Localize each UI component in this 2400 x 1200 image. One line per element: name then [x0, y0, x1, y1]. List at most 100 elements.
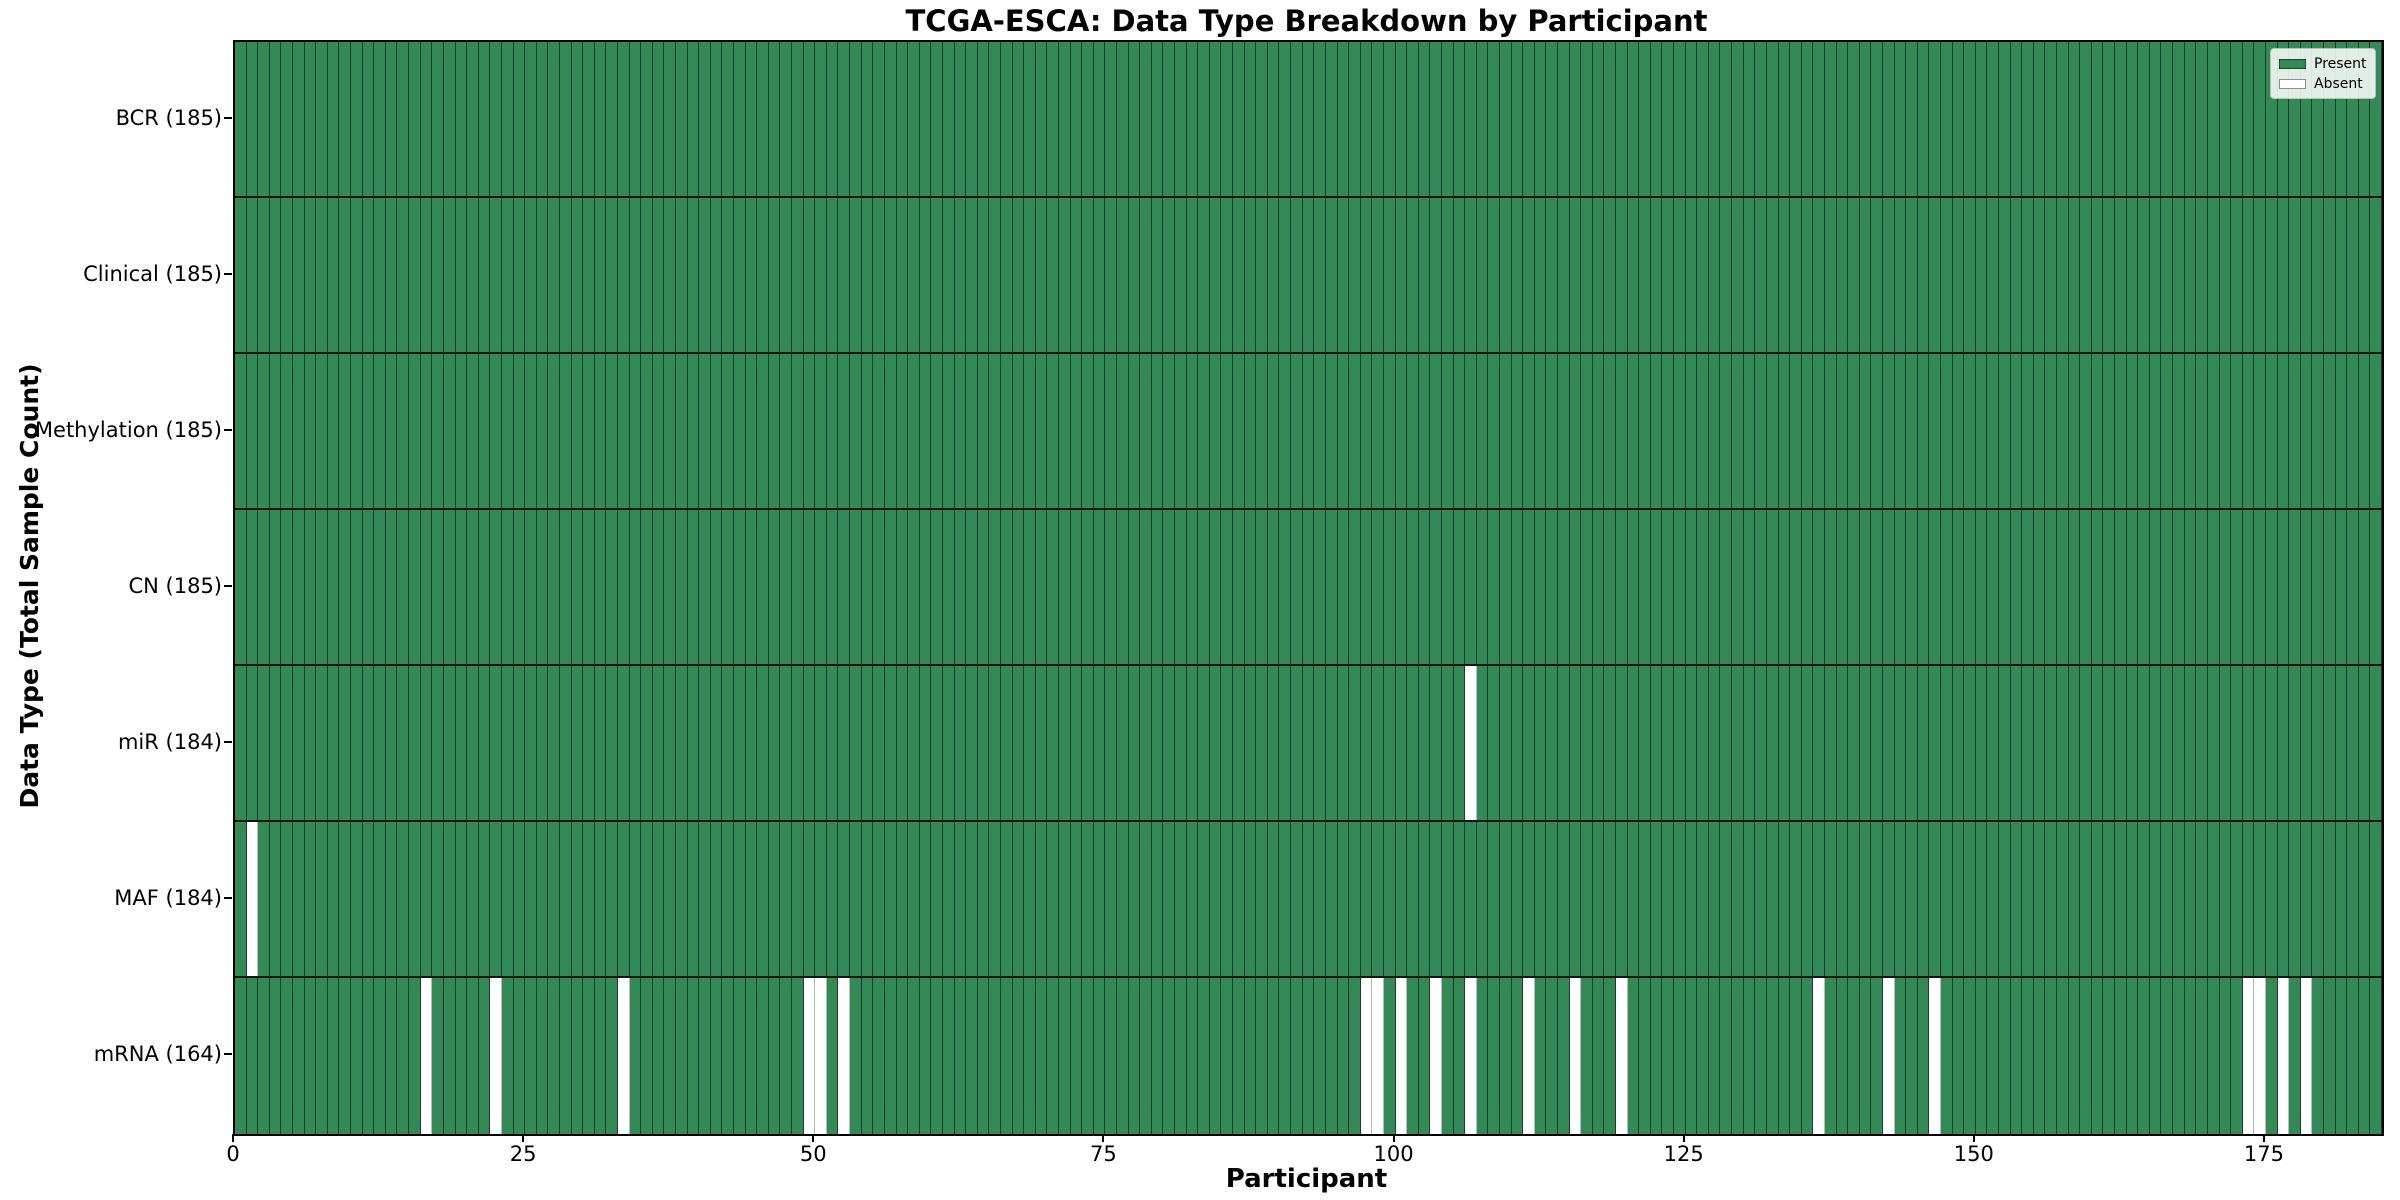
cell-bcr-71	[1058, 42, 1071, 196]
cell-mir-90	[1279, 666, 1292, 820]
cell-mrna-82	[1186, 978, 1199, 1134]
cell-clinical-165	[2149, 198, 2162, 352]
cell-mrna-71	[1058, 978, 1071, 1134]
cell-methylation-76	[1117, 354, 1129, 508]
cell-cn-154	[2022, 510, 2034, 664]
cell-maf-156	[2045, 822, 2058, 976]
cell-bcr-83	[1198, 42, 1210, 196]
cell-methylation-152	[1999, 354, 2011, 508]
cell-clinical-49	[803, 198, 816, 352]
cell-methylation-158	[2068, 354, 2081, 508]
cell-cn-168	[2184, 510, 2197, 664]
cell-mir-72	[1070, 666, 1083, 820]
cell-mrna-155	[2033, 978, 2046, 1134]
cell-bcr-109	[1499, 42, 1512, 196]
cell-mrna-15	[409, 978, 421, 1134]
cell-maf-34	[629, 822, 642, 976]
cell-maf-28	[559, 822, 572, 976]
cell-methylation-12	[374, 354, 386, 508]
cell-maf-86	[1233, 822, 1245, 976]
cell-maf-54	[861, 822, 874, 976]
cell-cn-120	[1627, 510, 1640, 664]
cell-methylation-98	[1372, 354, 1384, 508]
cell-methylation-69	[1035, 354, 1048, 508]
cell-methylation-38	[676, 354, 688, 508]
cell-maf-131	[1755, 822, 1767, 976]
cell-clinical-112	[1534, 198, 1547, 352]
cell-cn-164	[2138, 510, 2150, 664]
cell-maf-33	[617, 822, 630, 976]
cell-maf-87	[1244, 822, 1257, 976]
cell-maf-46	[768, 822, 781, 976]
cell-bcr-32	[606, 42, 618, 196]
cell-clinical-141	[1871, 198, 1883, 352]
cell-bcr-95	[1337, 42, 1350, 196]
cell-mir-109	[1499, 666, 1512, 820]
cell-methylation-99	[1383, 354, 1396, 508]
cell-maf-128	[1720, 822, 1733, 976]
cell-clinical-90	[1279, 198, 1292, 352]
cell-maf-79	[1151, 822, 1164, 976]
cell-mrna-58	[908, 978, 920, 1134]
cell-cn-159	[2080, 510, 2092, 664]
cell-bcr-105	[1453, 42, 1466, 196]
cell-maf-179	[2312, 822, 2324, 976]
cell-maf-3	[269, 822, 282, 976]
cell-mir-112	[1534, 666, 1547, 820]
cell-methylation-5	[293, 354, 305, 508]
cell-maf-41	[710, 822, 723, 976]
cell-mrna-93	[1314, 978, 1326, 1134]
cell-maf-5	[293, 822, 305, 976]
cell-cn-142	[1882, 510, 1895, 664]
cell-methylation-27	[548, 354, 560, 508]
cell-methylation-166	[2161, 354, 2174, 508]
cell-clinical-75	[1105, 198, 1117, 352]
cell-clinical-117	[1592, 198, 1605, 352]
cell-bcr-27	[548, 42, 560, 196]
cell-maf-6	[304, 822, 317, 976]
cell-clinical-94	[1325, 198, 1338, 352]
cell-mrna-173	[2242, 978, 2255, 1134]
cell-methylation-74	[1093, 354, 1106, 508]
cell-clinical-3	[269, 198, 282, 352]
cell-maf-117	[1592, 822, 1605, 976]
cell-mir-68	[1024, 666, 1036, 820]
cell-bcr-31	[594, 42, 607, 196]
cell-bcr-25	[525, 42, 537, 196]
cell-mir-165	[2149, 666, 2162, 820]
cell-methylation-15	[409, 354, 421, 508]
cell-methylation-45	[757, 354, 769, 508]
cell-bcr-106	[1465, 42, 1477, 196]
cell-clinical-160	[2091, 198, 2104, 352]
cell-clinical-1	[246, 198, 259, 352]
cell-clinical-168	[2184, 198, 2197, 352]
cell-cn-148	[1952, 510, 1965, 664]
cell-cn-113	[1546, 510, 1559, 664]
cell-mrna-8	[327, 978, 340, 1134]
x-tick-mark	[522, 1134, 525, 1142]
cell-mrna-127	[1708, 978, 1721, 1134]
cell-clinical-12	[374, 198, 386, 352]
cell-bcr-174	[2254, 42, 2266, 196]
cell-mir-118	[1604, 666, 1617, 820]
cell-mrna-47	[780, 978, 793, 1134]
cell-mrna-159	[2080, 978, 2092, 1134]
cell-clinical-174	[2254, 198, 2266, 352]
cell-bcr-41	[710, 42, 723, 196]
cell-clinical-5	[293, 198, 305, 352]
cell-clinical-166	[2161, 198, 2174, 352]
cell-clinical-179	[2312, 198, 2324, 352]
cell-mrna-104	[1441, 978, 1454, 1134]
cell-cn-108	[1488, 510, 1500, 664]
cell-bcr-113	[1546, 42, 1559, 196]
cell-bcr-99	[1383, 42, 1396, 196]
cell-mrna-57	[896, 978, 909, 1134]
cell-cn-158	[2068, 510, 2081, 664]
cell-maf-58	[908, 822, 920, 976]
cell-mir-83	[1198, 666, 1210, 820]
cell-clinical-95	[1337, 198, 1350, 352]
cell-mir-36	[652, 666, 665, 820]
cell-clinical-104	[1441, 198, 1454, 352]
cell-mrna-40	[699, 978, 711, 1134]
cell-cn-54	[861, 510, 874, 664]
